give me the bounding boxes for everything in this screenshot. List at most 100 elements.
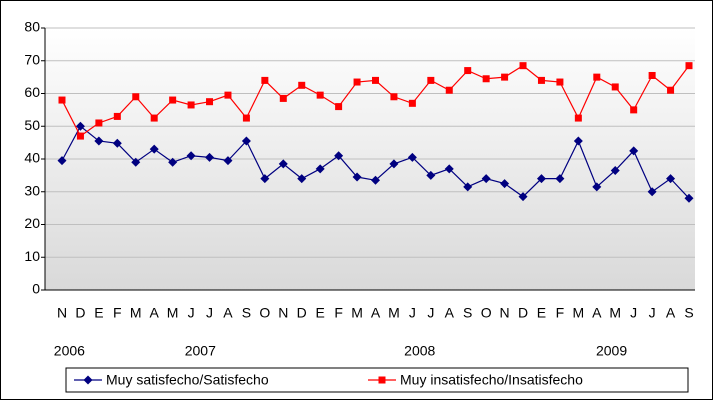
point [666,174,676,184]
point [574,114,582,122]
point [500,179,510,189]
point [464,67,472,75]
x-tick-label: J [188,305,195,321]
point [445,86,453,94]
point [169,96,177,104]
y-tick-label: 50 [24,117,40,133]
point [112,138,122,148]
x-tick-label: M [167,305,179,321]
x-tick-label: J [206,305,213,321]
point [113,112,121,120]
point [316,91,324,99]
x-tick-label: M [573,305,585,321]
point [482,75,490,83]
point [224,91,232,99]
x-tick-label: F [556,305,565,321]
point [95,119,103,127]
point [611,83,619,91]
point [629,146,639,156]
point [315,164,325,174]
x-tick-label: S [242,305,251,321]
point [536,174,546,184]
point [647,187,657,197]
x-tick-label: O [481,305,492,321]
y-tick-label: 40 [24,150,40,166]
point [407,152,417,162]
year-label: 2007 [185,343,216,359]
x-tick-label: M [609,305,621,321]
point [573,136,583,146]
point [648,71,656,79]
point [186,151,196,161]
x-tick-label: A [666,305,676,321]
x-tick-label: N [57,305,67,321]
point [610,165,620,175]
point [261,76,269,84]
point [353,78,361,86]
x-tick-label: J [649,305,656,321]
x-tick-label: D [518,305,528,321]
year-label: 2009 [596,343,627,359]
point [149,144,159,154]
x-tick-label: M [351,305,363,321]
legend-label: Muy satisfecho/Satisfecho [106,372,269,388]
point [408,99,416,107]
x-tick-label: O [259,305,270,321]
point [593,73,601,81]
x-tick-label: N [500,305,510,321]
y-tick-label: 0 [32,281,40,297]
x-tick-label: E [537,305,546,321]
point [481,174,491,184]
x-tick-label: F [113,305,122,321]
point [444,164,454,174]
point [132,93,140,101]
x-tick-label: J [427,305,434,321]
point [427,76,435,84]
x-tick-label: E [316,305,325,321]
x-tick-label: A [150,305,160,321]
point [57,156,67,166]
point [335,103,343,111]
point [168,157,178,167]
x-tick-label: D [297,305,307,321]
point [352,172,362,182]
point [519,62,527,70]
y-tick-label: 80 [24,19,40,35]
x-tick-label: M [388,305,400,321]
point [426,170,436,180]
x-tick-label: S [463,305,472,321]
x-tick-label: S [684,305,693,321]
point [206,98,214,106]
point [297,174,307,184]
y-tick-label: 60 [24,84,40,100]
x-tick-label: J [409,305,416,321]
point [83,375,93,385]
y-tick-label: 70 [24,51,40,67]
point [378,376,386,384]
point [372,76,379,84]
point [205,152,215,162]
point [76,132,84,140]
y-tick-label: 10 [24,248,40,264]
point [537,76,545,84]
x-tick-label: N [278,305,288,321]
x-tick-label: A [592,305,602,321]
point [390,93,398,101]
x-tick-label: E [94,305,103,321]
point [75,121,85,131]
point [334,151,344,161]
point [501,73,509,81]
point [371,175,380,185]
legend-label: Muy insatisfecho/Insatisfecho [400,372,583,388]
point [241,136,251,146]
year-label: 2006 [54,343,85,359]
x-tick-label: J [630,305,637,321]
point [187,101,195,109]
y-tick-label: 20 [24,215,40,231]
point [592,182,602,192]
x-tick-label: F [334,305,343,321]
point [94,136,104,146]
point [150,114,158,122]
point [555,174,565,184]
